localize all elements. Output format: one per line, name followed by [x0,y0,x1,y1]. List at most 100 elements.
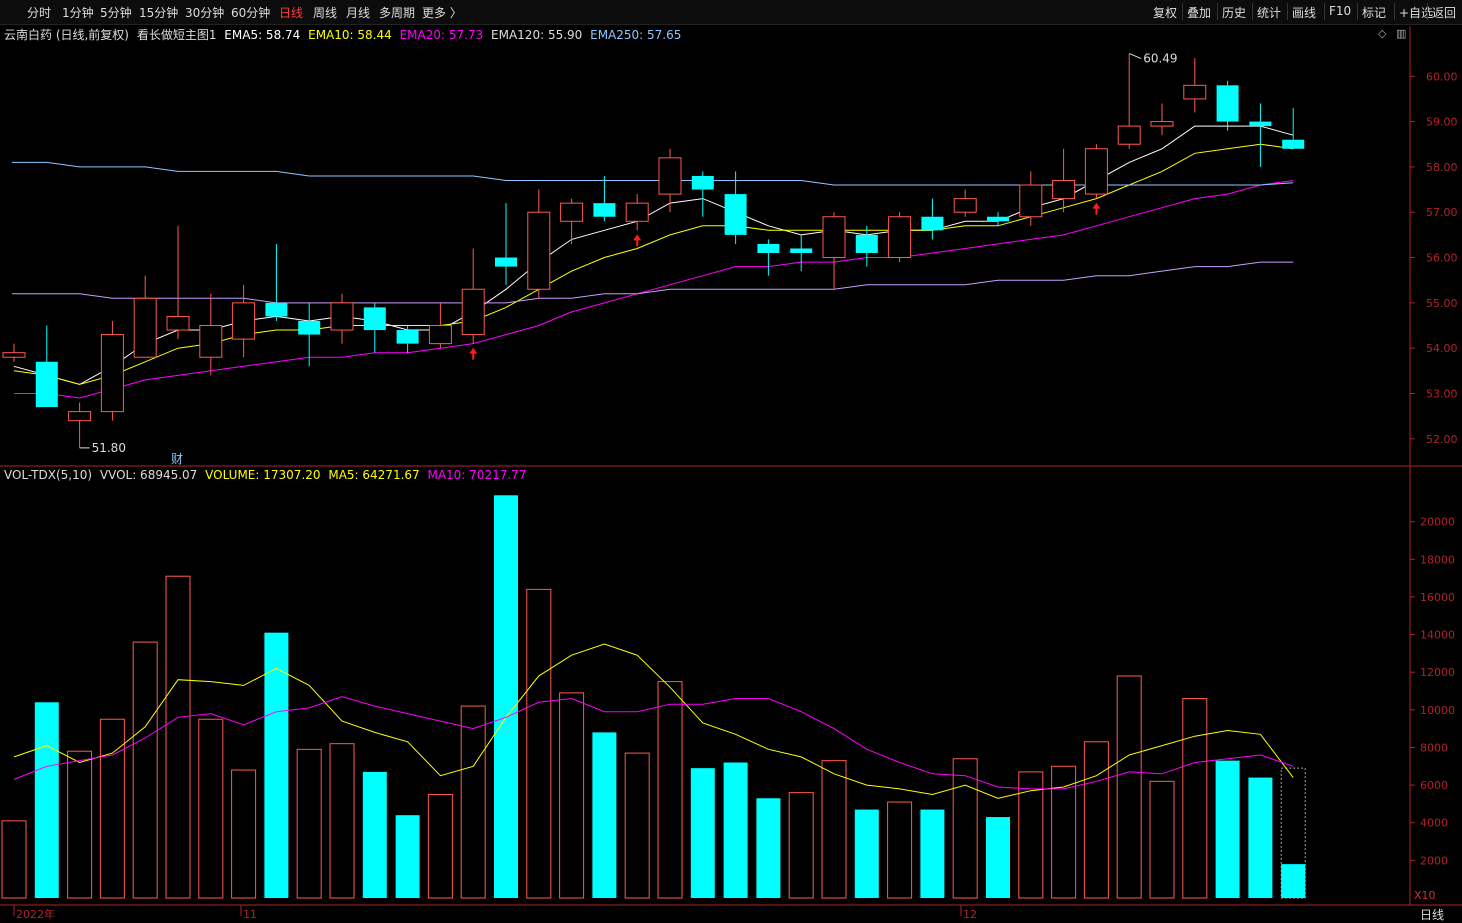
period-8[interactable]: 月线 [346,6,371,20]
ema5-value: EMA5: 58.74 [224,28,301,42]
price-tick-label: 53.00 [1426,387,1458,400]
volume-value: VOLUME: 17307.20 [205,468,321,482]
period-3[interactable]: 15分钟 [139,6,179,20]
candle-body-down [495,257,517,267]
panel-icon[interactable]: ▥ [1395,27,1407,40]
candle-body-up [68,411,92,422]
toolbar-button-5[interactable]: F10 [1329,4,1352,18]
candle-body-down [1216,85,1239,122]
period-9[interactable]: 多周期 [379,6,416,20]
candle-body-up [1150,121,1174,127]
volume-bar-up [788,792,814,899]
volume-bar-down [592,732,617,898]
x-tick-label: 2022年 [16,907,55,921]
price-tick-label: 57.00 [1426,206,1458,219]
toolbar-button-6[interactable]: 标记 [1362,6,1387,20]
buy-signal-arrow-icon [1092,202,1101,215]
toolbar-button-2[interactable]: 历史 [1222,6,1247,20]
volume-bar-down [264,632,289,898]
price-tick-label: 60.00 [1426,70,1458,83]
period-10[interactable]: 更多 〉 [422,6,462,20]
candle-body-up [166,315,190,331]
toolbar-button-7[interactable]: +自选 [1399,6,1434,20]
candle-body-down [691,175,714,190]
period-6[interactable]: 日线 [279,6,304,20]
volume-bar-down [1281,864,1306,898]
price-tick-label: 52.00 [1426,433,1458,446]
candle-body-down [757,243,780,253]
volume-bar-down [854,809,879,898]
vol-formula-name[interactable]: VOL-TDX(5,10) [4,468,93,482]
volume-bar-up [952,758,978,899]
candle-body-down [35,361,58,408]
volume-bar-up [657,681,683,899]
candle-body-up [461,288,485,336]
formula-name[interactable]: 看长做短主图1 [136,28,217,42]
volume-bar-up [1083,741,1109,899]
volume-bar-up [526,588,552,899]
low-price-label: 51.80 [92,441,126,455]
period-7[interactable]: 周线 [313,6,338,20]
buy-signal-arrow-icon [633,234,642,247]
period-5[interactable]: 60分钟 [231,6,271,20]
vol-ma10-value: MA10: 70217.77 [427,468,527,482]
volume-bar-down [34,702,59,898]
vol-ma5-value: MA5: 64271.67 [328,468,420,482]
toolbar-separator [1427,3,1428,20]
toolbar-button-8[interactable]: 返回 [1432,6,1457,20]
volume-tick-label: 16000 [1420,591,1455,604]
candle-body-up [888,216,912,259]
toolbar-button-3[interactable]: 统计 [1257,6,1282,20]
candle-body-up [330,302,354,331]
toolbar-separator [1182,3,1183,20]
candle-body-up [953,198,977,213]
volume-tick-label: 2000 [1420,854,1448,867]
candle-body-up [133,297,157,358]
toolbar-separator [1324,3,1325,20]
volume-bar-up [1182,698,1208,899]
volume-bar-down [690,768,715,898]
candle-body-up [822,216,846,259]
volume-bar-down [362,771,387,898]
volume-tick-label: 12000 [1420,666,1455,679]
volume-bar-up [1149,780,1175,899]
toolbar-separator [1357,3,1358,20]
candle-body-down [724,194,747,235]
volume-bar-up [821,760,847,899]
candle-body-down [265,302,288,317]
price-tick-label: 56.00 [1426,252,1458,265]
period-2[interactable]: 5分钟 [100,6,132,20]
finance-marker: 财 [171,452,183,466]
volume-bar-down [1248,777,1273,898]
x-tick-label: 12 [963,908,977,921]
volume-bar-up [329,743,355,899]
volume-bar-up [1116,675,1142,899]
candle-body-down [1249,121,1272,127]
volume-tick-label: 6000 [1420,779,1448,792]
volume-bar-down [723,762,748,898]
volume-tick-label: 18000 [1420,553,1455,566]
ema10-value: EMA10: 58.44 [308,28,392,42]
ema-line-ema5 [13,125,1294,385]
period-4[interactable]: 30分钟 [185,6,225,20]
diamond-icon[interactable]: ◇ [1378,27,1387,40]
ema-line-ema20 [14,180,1294,399]
volume-bar-up [67,750,93,899]
price-indicator-header: 云南白药 (日线,前复权) 看长做短主图1 EMA5: 58.74 EMA10:… [4,26,685,43]
toolbar-button-4[interactable]: 画线 [1292,6,1317,20]
period-0[interactable]: 分时 [27,6,52,20]
candle-body-down [363,307,386,331]
period-toolbar: 分时 1分钟 5分钟 15分钟 30分钟 60分钟 日线 周线 月线 多周期 更多 〉 复权 叠加 历史统… [0,0,1462,25]
candle-body-down [987,216,1009,222]
candle-body-up [199,325,223,358]
period-1[interactable]: 1分钟 [62,6,94,20]
volume-bar-down [395,815,420,898]
volume-tick-label: 14000 [1420,629,1455,642]
price-tick-label: 58.00 [1426,161,1458,174]
toolbar-button-0[interactable]: 复权 [1153,6,1178,20]
candle-body-down [298,320,321,335]
toolbar-button-1[interactable]: 叠加 [1187,6,1212,20]
stock-name: 云南白药 (日线,前复权) [4,28,129,42]
volume-bar-down [920,809,945,898]
